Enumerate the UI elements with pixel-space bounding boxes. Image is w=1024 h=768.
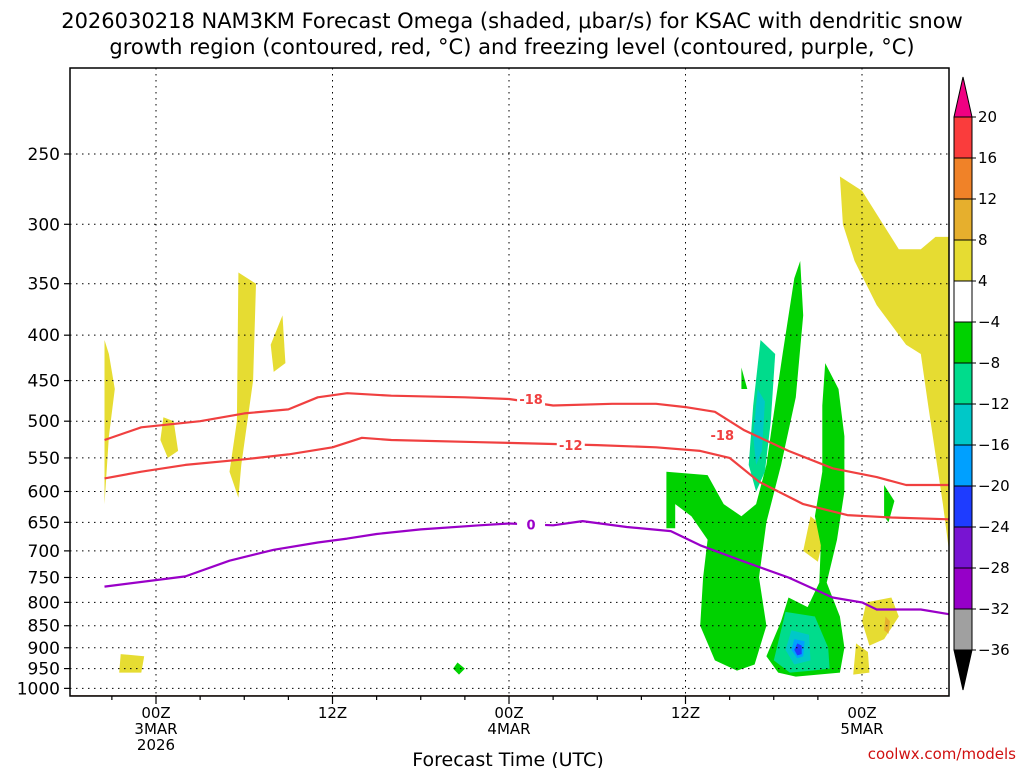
x-axis-title: Forecast Time (UTC)	[412, 749, 603, 768]
colorbar-label: −28	[978, 559, 1010, 577]
colorbar-swatch	[953, 526, 973, 569]
contour-label-bg	[556, 437, 585, 453]
contour-label: -18	[711, 429, 735, 444]
x-tick-label: 5MAR	[840, 720, 883, 738]
colorbar-label: −4	[978, 313, 1000, 331]
contour-label: 0	[527, 519, 536, 534]
omega-region-19	[794, 643, 802, 656]
y-tick-label: 650	[28, 513, 60, 533]
y-tick-label: 750	[28, 568, 60, 588]
omega-region-4	[119, 654, 145, 673]
chart-title-line-1: 2026030218 NAM3KM Forecast Omega (shaded…	[61, 9, 963, 33]
omega-region-13	[453, 662, 465, 675]
contour-label: -18	[519, 393, 543, 408]
y-tick-label: 800	[28, 593, 60, 613]
y-tick-label: 550	[28, 449, 60, 469]
x-tick-label: 00Z	[847, 704, 876, 722]
colorbar-bottom-arrow	[953, 649, 973, 691]
colorbar-top-arrow	[953, 76, 973, 118]
x-tick-label: 00Z	[494, 704, 523, 722]
contour-line-0	[104, 392, 949, 487]
omega-region-10	[741, 367, 748, 389]
colorbar-swatch	[953, 157, 973, 200]
colorbar-swatch	[953, 403, 973, 446]
credit-text: coolwx.com/models	[868, 745, 1016, 763]
colorbar-label: −20	[978, 477, 1010, 495]
colorbar-swatch	[953, 198, 973, 241]
colorbar-label: 12	[978, 190, 997, 208]
colorbar-label: 4	[978, 272, 988, 290]
omega-region-3	[270, 315, 286, 372]
y-tick-label: 350	[28, 275, 60, 295]
contour-label: -12	[559, 439, 583, 454]
y-tick-label: 450	[28, 372, 60, 392]
x-tick-label: 4MAR	[487, 720, 530, 738]
y-tick-label: 950	[28, 660, 60, 680]
contour-label-bg	[708, 426, 737, 442]
x-tick-label: 2026	[137, 736, 175, 754]
contour-line-1	[104, 436, 950, 521]
omega-region-16	[753, 389, 765, 465]
y-tick-label: 900	[28, 639, 60, 659]
colorbar-swatch	[953, 116, 973, 159]
omega-region-12	[884, 485, 895, 523]
omega-region-1	[160, 417, 179, 458]
x-tick-label: 00Z	[141, 704, 170, 722]
contour-label-bg	[517, 516, 546, 532]
x-tick-label: 3MAR	[134, 720, 177, 738]
y-tick-label: 1000	[17, 679, 60, 699]
colorbar-swatch	[953, 608, 973, 651]
omega-shading	[104, 176, 949, 677]
y-tick-label: 850	[28, 617, 60, 637]
colorbar-swatch	[953, 321, 973, 364]
omega-region-11	[766, 363, 845, 677]
colorbar-label: −24	[978, 518, 1010, 536]
colorbar-swatch	[953, 567, 973, 610]
omega-region-9	[666, 261, 804, 671]
omega-region-5	[839, 176, 949, 551]
contour-labels: -18 -12 -18 0	[517, 390, 737, 534]
y-tick-label: 250	[28, 145, 60, 165]
colorbar-swatch	[953, 444, 973, 487]
y-tick-label: 700	[28, 542, 60, 562]
y-tick-label: 600	[28, 482, 60, 502]
omega-region-20	[884, 616, 890, 634]
colorbar-label: 8	[978, 231, 988, 249]
chart-title-line-2: growth region (contoured, red, °C) and f…	[109, 35, 914, 59]
y-tick-label: 500	[28, 412, 60, 432]
x-tick-label: 12Z	[671, 704, 700, 722]
colorbar-label: 20	[978, 108, 997, 126]
colorbar-label: 16	[978, 149, 997, 167]
contour-line-2	[104, 519, 950, 616]
pressure-axis: 2503003504004505005506006507007508008509…	[17, 145, 70, 699]
plot-area: -18 -12 -18 0	[69, 67, 950, 697]
colorbar-label: −12	[978, 395, 1010, 413]
colorbar-label: −36	[978, 641, 1010, 659]
colorbar-label: −8	[978, 354, 1000, 372]
omega-region-2	[229, 272, 256, 498]
y-tick-label: 400	[28, 326, 60, 346]
y-tick-label: 300	[28, 215, 60, 235]
colorbar-label: −16	[978, 436, 1010, 454]
contour-label-bg	[517, 390, 546, 406]
x-tick-label: 12Z	[318, 704, 347, 722]
omega-region-8	[853, 643, 870, 675]
grid-lines	[70, 68, 949, 696]
colorbar-swatch	[953, 362, 973, 405]
contour-lines	[104, 392, 950, 616]
colorbar: −36 −32 −28 −24 −20 −16 −12 −8 −4 4 8 12 16 20	[953, 76, 1010, 691]
colorbar-label: −32	[978, 600, 1010, 618]
colorbar-swatch	[953, 485, 973, 528]
colorbar-swatch	[953, 239, 973, 282]
colorbar-swatch	[953, 280, 973, 323]
